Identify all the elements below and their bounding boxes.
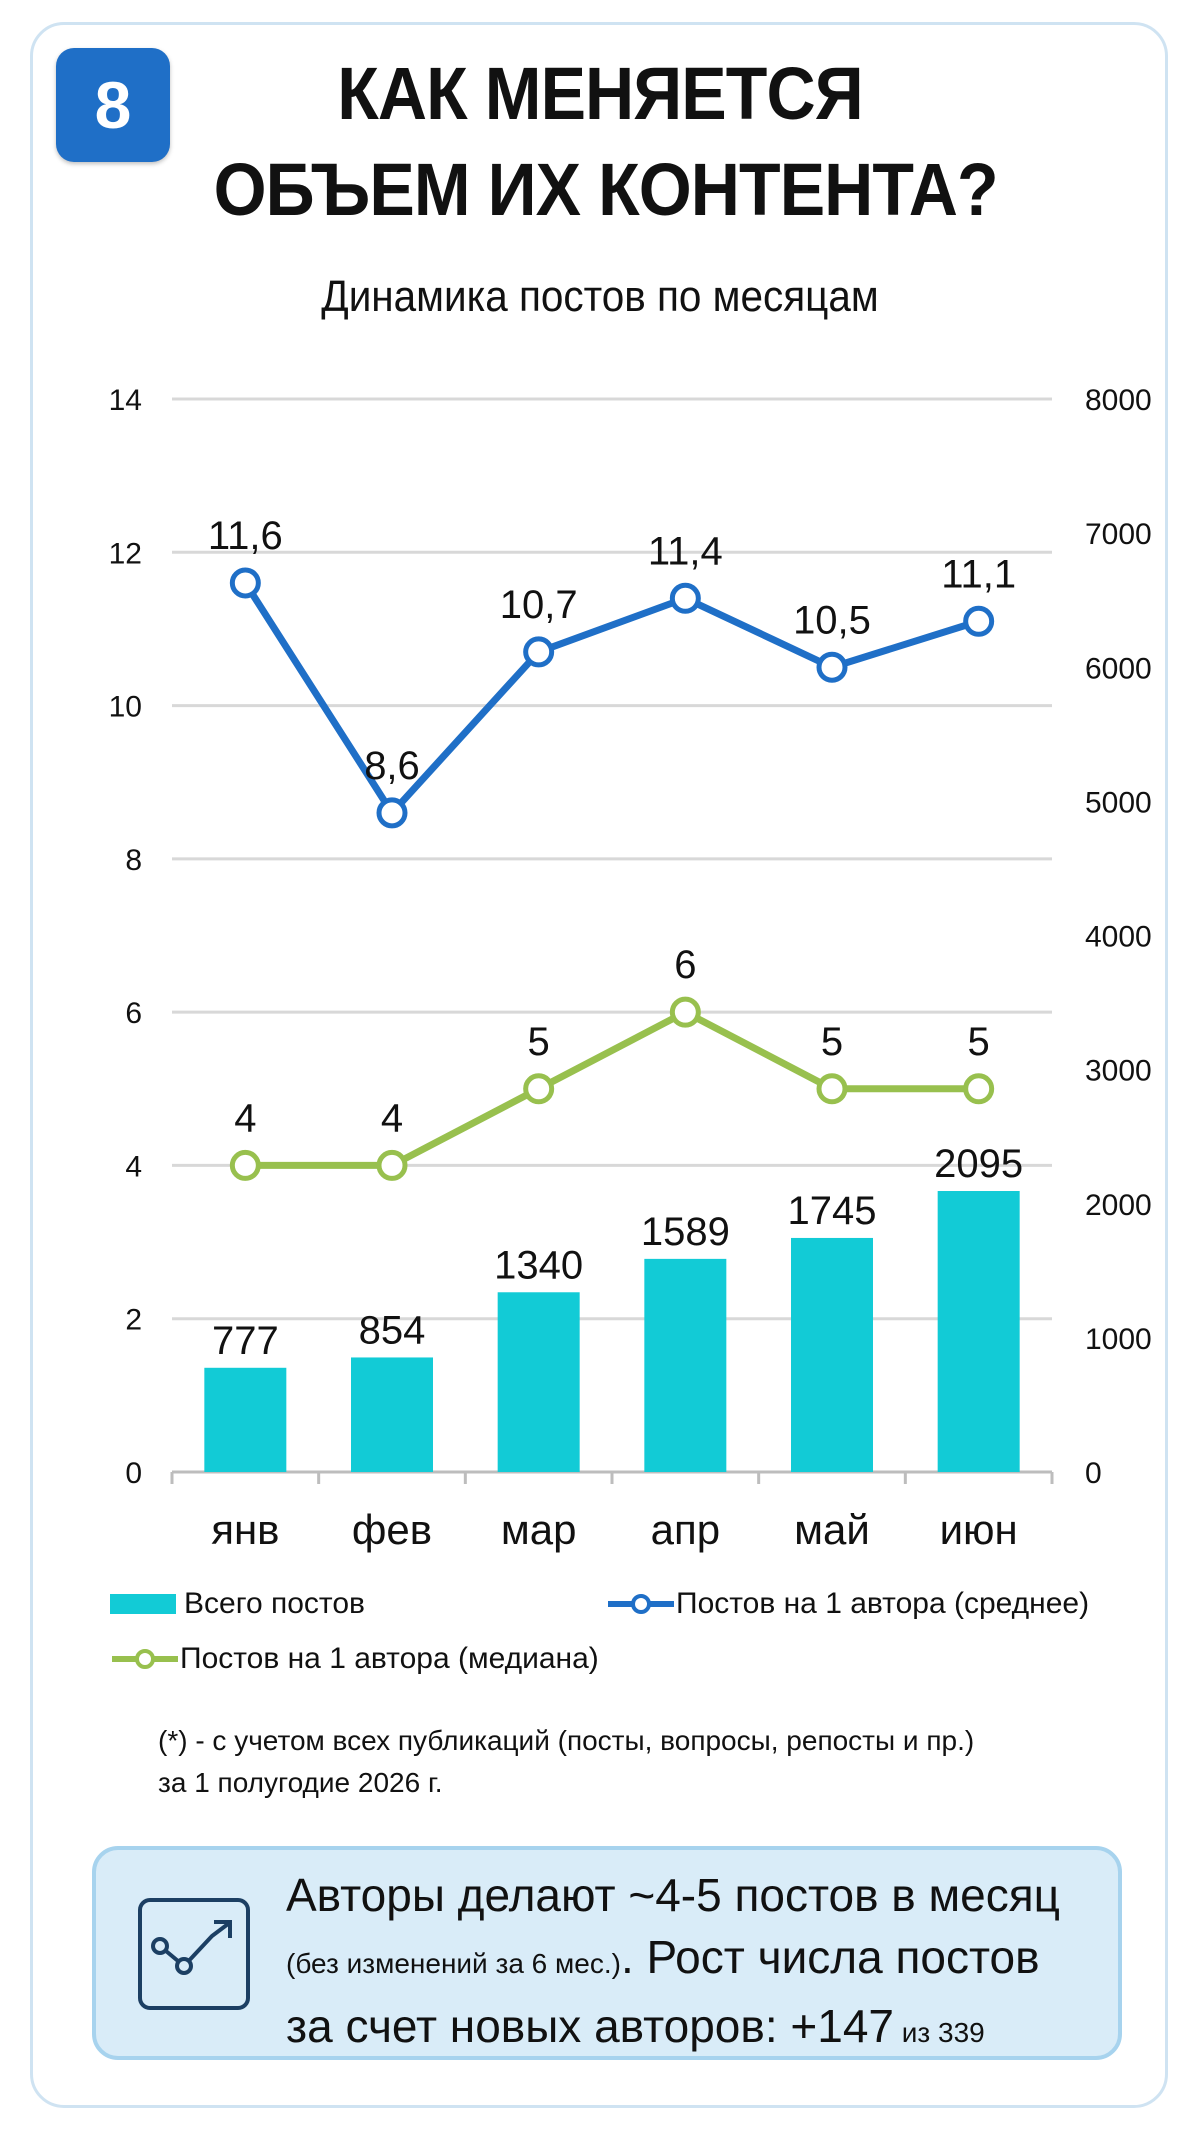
x-axis-category-label: янв — [211, 1506, 279, 1553]
bar-data-label: 1340 — [494, 1243, 583, 1287]
chart-title: Динамика постов по месяцам — [321, 272, 879, 321]
legend-item-mean: Постов на 1 автора (среднее) — [606, 1587, 1089, 1621]
median-line — [245, 1008, 979, 1169]
mean-point — [229, 567, 261, 599]
x-axis-category-label: мар — [501, 1506, 577, 1553]
page-title-line-1: КАК МЕНЯЕТСЯ — [337, 52, 863, 135]
insight-line-2: (без изменений за 6 мес.). Рост числа по… — [286, 1926, 1106, 1995]
right-axis-tick-label: 8000 — [1085, 384, 1152, 417]
right-axis-tick-label: 1000 — [1085, 1323, 1152, 1356]
mean-point — [376, 797, 408, 829]
mean-point — [669, 582, 701, 614]
left-axis-tick-label: 0 — [125, 1457, 142, 1490]
bar-total-posts — [644, 1258, 727, 1472]
legend-label-total: Всего постов — [184, 1587, 365, 1620]
bar-data-label: 854 — [359, 1308, 426, 1352]
insight-line-3-main: за счет новых авторов: +147 — [286, 2000, 894, 2052]
footnote: (*) - с учетом всех публикаций (посты, в… — [158, 1720, 974, 1804]
page-title: КАК МЕНЯЕТСЯ ОБЪЕМ ИХ КОНТЕНТА? — [213, 46, 999, 238]
section-number-badge: 8 — [56, 48, 170, 162]
right-axis-tick-label: 6000 — [1085, 652, 1152, 685]
median-data-label: 4 — [234, 1096, 256, 1140]
median-data-label: 6 — [674, 943, 696, 987]
median-point — [816, 1073, 848, 1105]
left-axis-tick-label: 12 — [109, 537, 142, 570]
legend-item-median: Постов на 1 автора (медиана) — [110, 1642, 599, 1676]
bar-data-label: 1589 — [641, 1210, 730, 1254]
legend-label-median: Постов на 1 автора (медиана) — [180, 1642, 599, 1675]
mean-data-label: 11,6 — [208, 514, 283, 558]
mean-data-label: 11,4 — [648, 529, 723, 573]
footnote-line-1: (*) - с учетом всех публикаций (посты, в… — [158, 1725, 975, 1756]
x-axis-category-label: май — [794, 1506, 870, 1553]
x-axis-category-label: июн — [940, 1506, 1018, 1553]
legend-swatch-median — [112, 1649, 178, 1669]
left-axis-tick-label: 14 — [109, 384, 142, 417]
mean-data-label: 11,1 — [941, 552, 1016, 596]
insight-line-3-small: из 339 — [894, 2017, 985, 2048]
insight-line-2-main: . Рост числа постов — [620, 1931, 1040, 1983]
legend-item-total: Всего постов — [110, 1587, 365, 1621]
mean-point — [523, 636, 555, 668]
legend-label-mean: Постов на 1 автора (среднее) — [676, 1587, 1090, 1620]
bar-total-posts — [351, 1357, 433, 1472]
bar-total-posts — [791, 1237, 873, 1472]
median-point — [523, 1073, 555, 1105]
bar-total-posts — [497, 1292, 580, 1472]
footnote-line-2: за 1 полугодие 2026 г. — [158, 1767, 443, 1798]
right-axis-tick-label: 7000 — [1085, 518, 1152, 551]
mean-point — [963, 605, 995, 637]
legend-swatch-mean — [608, 1594, 674, 1614]
median-data-label: 5 — [968, 1020, 990, 1064]
left-axis-tick-label: 4 — [125, 1150, 142, 1183]
right-axis-tick-label: 0 — [1085, 1457, 1102, 1490]
mean-point — [816, 651, 848, 683]
median-data-label: 5 — [821, 1020, 843, 1064]
bar-data-label: 2095 — [934, 1142, 1023, 1186]
bar-data-label: 777 — [212, 1319, 279, 1363]
left-axis-tick-label: 8 — [125, 844, 142, 877]
left-axis-tick-label: 2 — [125, 1304, 142, 1337]
page-title-line-2: ОБЪЕМ ИХ КОНТЕНТА? — [213, 148, 999, 231]
median-data-label: 5 — [528, 1020, 550, 1064]
mean-line — [242, 581, 980, 817]
insight-line-3: за счет новых авторов: +147 из 339 — [286, 1995, 1106, 2064]
bar-data-label: 1745 — [788, 1189, 877, 1233]
bar-total-posts — [204, 1367, 287, 1472]
mean-data-label: 10,5 — [793, 598, 871, 642]
bar-total-posts — [937, 1191, 1020, 1472]
insight-line-1: Авторы делают ~4-5 постов в месяц — [286, 1869, 1060, 1921]
legend-swatch-total — [110, 1594, 176, 1614]
mean-data-label: 10,7 — [500, 583, 578, 627]
left-axis-tick-label: 10 — [109, 691, 142, 724]
mean-data-label: 8,6 — [364, 744, 420, 788]
infographic-card — [30, 22, 1168, 2108]
insight-box: Авторы делают ~4-5 постов в месяц (без и… — [92, 1846, 1122, 2060]
median-data-label: 4 — [381, 1096, 403, 1140]
median-point — [229, 1149, 261, 1181]
right-axis-tick-label: 4000 — [1085, 921, 1152, 954]
posts-chart: 0 2 4 6 8 10 12 14 0 1000 2000 3000 4000 5000 6000 7000… — [109, 384, 1152, 1553]
insight-line-2-small: (без изменений за 6 мес.) — [286, 1948, 621, 1979]
median-point — [669, 996, 701, 1028]
median-point — [963, 1073, 995, 1105]
left-axis-tick-label: 6 — [125, 997, 142, 1030]
trend-chart-icon — [138, 1898, 250, 2010]
right-axis-tick-label: 2000 — [1085, 1189, 1152, 1222]
insight-text: Авторы делают ~4-5 постов в месяц (без и… — [286, 1864, 1106, 2064]
x-axis-category-label: фев — [352, 1506, 432, 1553]
x-axis-category-label: апр — [651, 1506, 720, 1553]
right-axis-tick-label: 5000 — [1085, 786, 1152, 819]
median-point — [376, 1149, 408, 1181]
right-axis-tick-label: 3000 — [1085, 1055, 1152, 1088]
